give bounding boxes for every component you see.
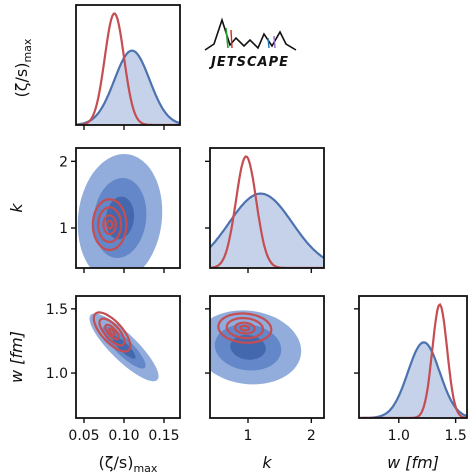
y-tick-label-k: 1	[59, 221, 68, 237]
comparison-contour-k-zeta-0	[91, 198, 128, 252]
y-label-zeta: (ζ/s)max	[12, 38, 34, 97]
x-label-zeta: (ζ/s)max	[99, 453, 158, 474]
x-tick-label-zeta: 0.15	[148, 428, 179, 444]
logo-text: JETSCAPE	[208, 55, 289, 70]
y-tick-label-w: 1.0	[46, 366, 68, 382]
panel-w-vs-k	[209, 295, 325, 419]
y-tick-label-k: 2	[59, 154, 68, 170]
comparison-contour-w-k-3	[239, 324, 251, 332]
comparison-contour-w-zeta-3	[108, 327, 116, 337]
x-tick-label-w: 1.0	[388, 428, 410, 444]
comparison-contour-w-zeta-1	[98, 317, 126, 347]
y-tick-label-w: 1.5	[46, 302, 68, 318]
jetscape-logo: JETSCAPE	[204, 17, 297, 70]
x-tick-label-w: 1.5	[444, 428, 466, 444]
comparison-contour-w-zeta-0	[92, 311, 132, 353]
panel-w-vs-zeta	[75, 295, 181, 419]
comparison-marginal-line-zeta	[76, 12, 180, 125]
x-tick-label-k: 1	[244, 428, 253, 444]
x-tick-label-k: 2	[307, 428, 316, 444]
axis-ticks: 0.05 0.10 0.15 1 2 1.0 1.5 1 2 1.0 1.5	[46, 125, 467, 444]
comparison-contour-w-k-1	[225, 317, 264, 340]
panel-k-marginal	[209, 147, 325, 269]
x-tick-label-zeta: 0.05	[68, 428, 99, 444]
comparison-contour-w-k-0	[217, 312, 273, 344]
comparison-marginal-line-k	[210, 155, 324, 268]
posterior-contour-w-zeta-2	[112, 336, 136, 359]
panel-w-marginal	[358, 295, 468, 419]
comparison-contour-k-zeta-3	[105, 219, 114, 230]
posterior-marginal-line-zeta	[76, 49, 180, 125]
y-label-w: w [fm]	[7, 331, 26, 383]
posterior-marginal-fill-w	[359, 342, 467, 418]
y-label-k: k	[7, 203, 26, 213]
posterior-marginal-line-k	[210, 192, 324, 259]
x-label-k: k	[262, 453, 272, 472]
x-label-w: w [fm]	[387, 453, 439, 472]
posterior-marginal-fill-k	[210, 193, 324, 268]
comparison-contour-k-zeta-2	[102, 214, 117, 236]
x-tick-label-zeta: 0.10	[108, 428, 139, 444]
panel-k-vs-zeta	[75, 147, 181, 269]
comparison-contour-k-zeta-1	[97, 206, 123, 244]
comparison-contour-w-k-2	[234, 321, 256, 335]
comparison-contour-w-zeta-2	[104, 323, 120, 341]
panel-zeta-marginal	[75, 4, 181, 126]
